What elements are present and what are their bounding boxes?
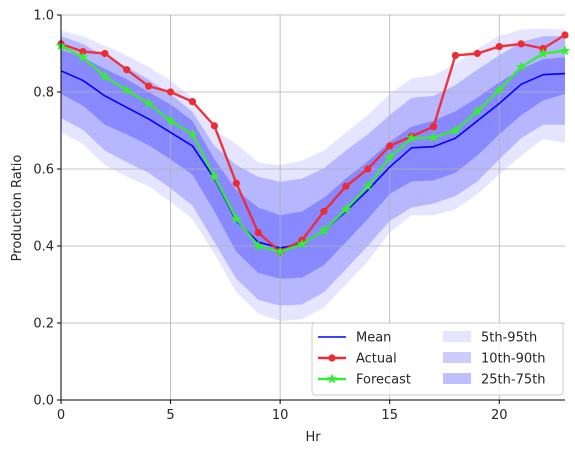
x-tick-label-0: 0 [57,408,65,423]
series-2-point-14 [362,180,374,191]
legend-band-label-2: 25th-75th [481,373,545,388]
series-2-point-6 [187,128,198,139]
legend-marker-2 [326,373,338,384]
legend-band-label-1: 10th-90th [481,352,545,367]
x-tick-label-3: 15 [381,408,398,423]
legend-label-2: Forecast [356,373,411,388]
series-2-point-18 [450,125,461,135]
series-2-point-13 [340,203,352,214]
series-2-point-8 [231,213,242,224]
legend-swatch-1 [443,352,471,363]
axes [60,15,565,401]
series-2-point-21 [515,61,527,72]
series-2-point-10 [274,246,286,257]
series-1-point-8 [232,179,240,187]
series-line-2 [60,44,566,253]
series-lines [55,31,571,257]
series-1-point-18 [451,51,460,60]
legend: Mean Actual Forecast 5th-95th 10th-90th 25th-… [311,322,564,396]
series-1-point-17 [429,123,438,131]
series-1-point-2 [101,49,109,58]
x-tick-label-2: 10 [272,408,289,423]
y-tick-label-5: 1.0 [33,9,54,24]
series-1-point-21 [517,40,525,48]
series-2-point-1 [77,51,89,62]
series-2-point-7 [209,171,220,182]
series-2-point-11 [296,238,308,249]
legend-band-label-0: 5th-95th [481,331,537,346]
band-0 [61,28,565,322]
series-2-point-9 [252,240,264,251]
series-1-point-7 [210,122,218,130]
y-tick-label-3: 0.6 [33,163,54,178]
series-1-point-15 [386,142,394,150]
legend-marker-1 [328,354,336,362]
y-tick-label-2: 0.4 [33,240,54,255]
series-1-point-5 [166,88,175,96]
y-tick-label-4: 0.8 [33,86,54,101]
x-tick-label-1: 5 [166,408,174,423]
series-1-point-23 [561,31,569,39]
series-2-point-15 [384,151,395,162]
band-2 [61,49,565,279]
series-1-point-9 [254,228,262,237]
y-tick-label-0: 0.0 [33,394,54,409]
series-1-point-1 [79,47,87,56]
legend-items: Mean Actual Forecast 5th-95th 10th-90th 25th-… [318,331,545,388]
series-2-point-2 [99,71,111,82]
legend-label-0: Mean [356,331,391,346]
series-2-point-23 [559,45,571,56]
series-1-point-20 [495,42,503,51]
series-2-point-17 [428,131,439,142]
series-line-1 [60,33,566,253]
tick-labels: 0 5 10 15 20 0.0 0.2 0.4 0.6 0.8 1.0 [33,9,507,424]
x-tick-label-4: 20 [491,408,508,423]
series-2-point-4 [143,98,154,108]
series-1-point-6 [188,98,197,106]
series-2-point-5 [165,115,176,126]
band-1 [61,36,565,306]
y-axis-label: Production Ratio [10,155,25,262]
legend-swatch-0 [443,331,471,342]
series-1-point-19 [473,49,481,58]
series-2-point-20 [494,84,505,95]
series-1-point-4 [145,82,153,90]
series-1-point-3 [123,66,131,74]
series-2-point-22 [537,48,549,58]
legend-swatch-2 [443,373,471,384]
legend-label-1: Actual [356,352,397,367]
series-2-point-19 [472,105,483,116]
legend-frame [311,322,564,396]
y-tick-label-1: 0.2 [33,317,54,332]
series-1-point-14 [364,165,372,173]
series-2-point-12 [318,225,330,236]
series-1-point-13 [342,182,350,190]
percentile-bands [61,28,565,322]
series-1-point-12 [320,207,328,215]
grid [60,14,565,401]
series-2-point-16 [406,132,417,143]
x-axis-label: Hr [305,430,321,445]
series-2-point-3 [121,84,132,95]
